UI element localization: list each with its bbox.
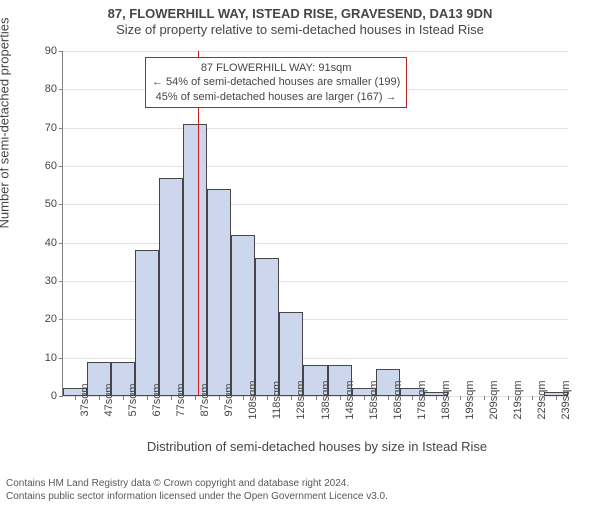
ytick-label: 60 <box>45 160 57 172</box>
annotation-line: 45% of semi-detached houses are larger (… <box>152 90 400 104</box>
ytick-label: 20 <box>45 313 57 325</box>
xtick-mark <box>484 396 485 400</box>
xtick-mark <box>436 396 437 400</box>
xtick-mark <box>388 396 389 400</box>
annotation-line: 87 FLOWERHILL WAY: 91sqm <box>152 61 400 75</box>
ytick-label: 30 <box>45 275 57 287</box>
xtick-mark <box>219 396 220 400</box>
xtick-label: 168sqm <box>392 380 404 419</box>
xtick-mark <box>99 396 100 400</box>
ytick-label: 0 <box>51 390 57 402</box>
ytick-mark <box>59 319 63 320</box>
histogram-bar <box>135 250 159 396</box>
xtick-mark <box>291 396 292 400</box>
chart-plot-area: 010203040506070809037sqm47sqm57sqm67sqm7… <box>62 51 568 397</box>
xtick-mark <box>412 396 413 400</box>
gridline <box>63 128 568 129</box>
xtick-mark <box>123 396 124 400</box>
xtick-mark <box>340 396 341 400</box>
ytick-label: 40 <box>45 237 57 249</box>
xtick-mark <box>171 396 172 400</box>
ytick-mark <box>59 51 63 52</box>
ytick-mark <box>59 166 63 167</box>
gridline <box>63 204 568 205</box>
y-axis-label: Number of semi-detached properties <box>0 18 12 229</box>
xtick-label: 209sqm <box>488 380 500 419</box>
xtick-mark <box>460 396 461 400</box>
xtick-label: 178sqm <box>416 380 428 419</box>
xtick-mark <box>316 396 317 400</box>
xtick-label: 189sqm <box>440 380 452 419</box>
chart-footer: Contains HM Land Registry data © Crown c… <box>6 478 594 503</box>
chart-title-sub: Size of property relative to semi-detach… <box>0 22 600 37</box>
annotation-line: ← 54% of semi-detached houses are smalle… <box>152 75 400 89</box>
ytick-mark <box>59 281 63 282</box>
gridline <box>63 166 568 167</box>
ytick-mark <box>59 128 63 129</box>
xtick-label: 239sqm <box>560 380 572 419</box>
footer-line-1: Contains HM Land Registry data © Crown c… <box>6 478 594 491</box>
ytick-label: 70 <box>45 122 57 134</box>
footer-line-2: Contains public sector information licen… <box>6 491 594 504</box>
ytick-mark <box>59 396 63 397</box>
ytick-label: 80 <box>45 83 57 95</box>
xtick-mark <box>75 396 76 400</box>
histogram-bar <box>231 235 255 396</box>
xtick-mark <box>267 396 268 400</box>
chart-title-main: 87, FLOWERHILL WAY, ISTEAD RISE, GRAVESE… <box>0 6 600 21</box>
xtick-label: 219sqm <box>512 380 524 419</box>
xtick-label: 199sqm <box>464 380 476 419</box>
ytick-label: 90 <box>45 45 57 57</box>
histogram-bar <box>207 189 231 396</box>
xtick-mark <box>556 396 557 400</box>
xtick-label: 148sqm <box>344 380 356 419</box>
ytick-mark <box>59 358 63 359</box>
ytick-label: 10 <box>45 352 57 364</box>
ytick-mark <box>59 243 63 244</box>
ytick-mark <box>59 204 63 205</box>
histogram-bar <box>183 124 207 396</box>
gridline <box>63 51 568 52</box>
xtick-mark <box>532 396 533 400</box>
gridline <box>63 243 568 244</box>
xtick-label: 229sqm <box>536 380 548 419</box>
annotation-box: 87 FLOWERHILL WAY: 91sqm← 54% of semi-de… <box>145 57 407 108</box>
xtick-mark <box>243 396 244 400</box>
ytick-mark <box>59 89 63 90</box>
xtick-mark <box>508 396 509 400</box>
xtick-mark <box>364 396 365 400</box>
histogram-bar <box>255 258 279 396</box>
histogram-bar <box>159 178 183 397</box>
ytick-label: 50 <box>45 198 57 210</box>
xtick-mark <box>195 396 196 400</box>
xtick-mark <box>147 396 148 400</box>
x-axis-label: Distribution of semi-detached houses by … <box>62 439 572 454</box>
